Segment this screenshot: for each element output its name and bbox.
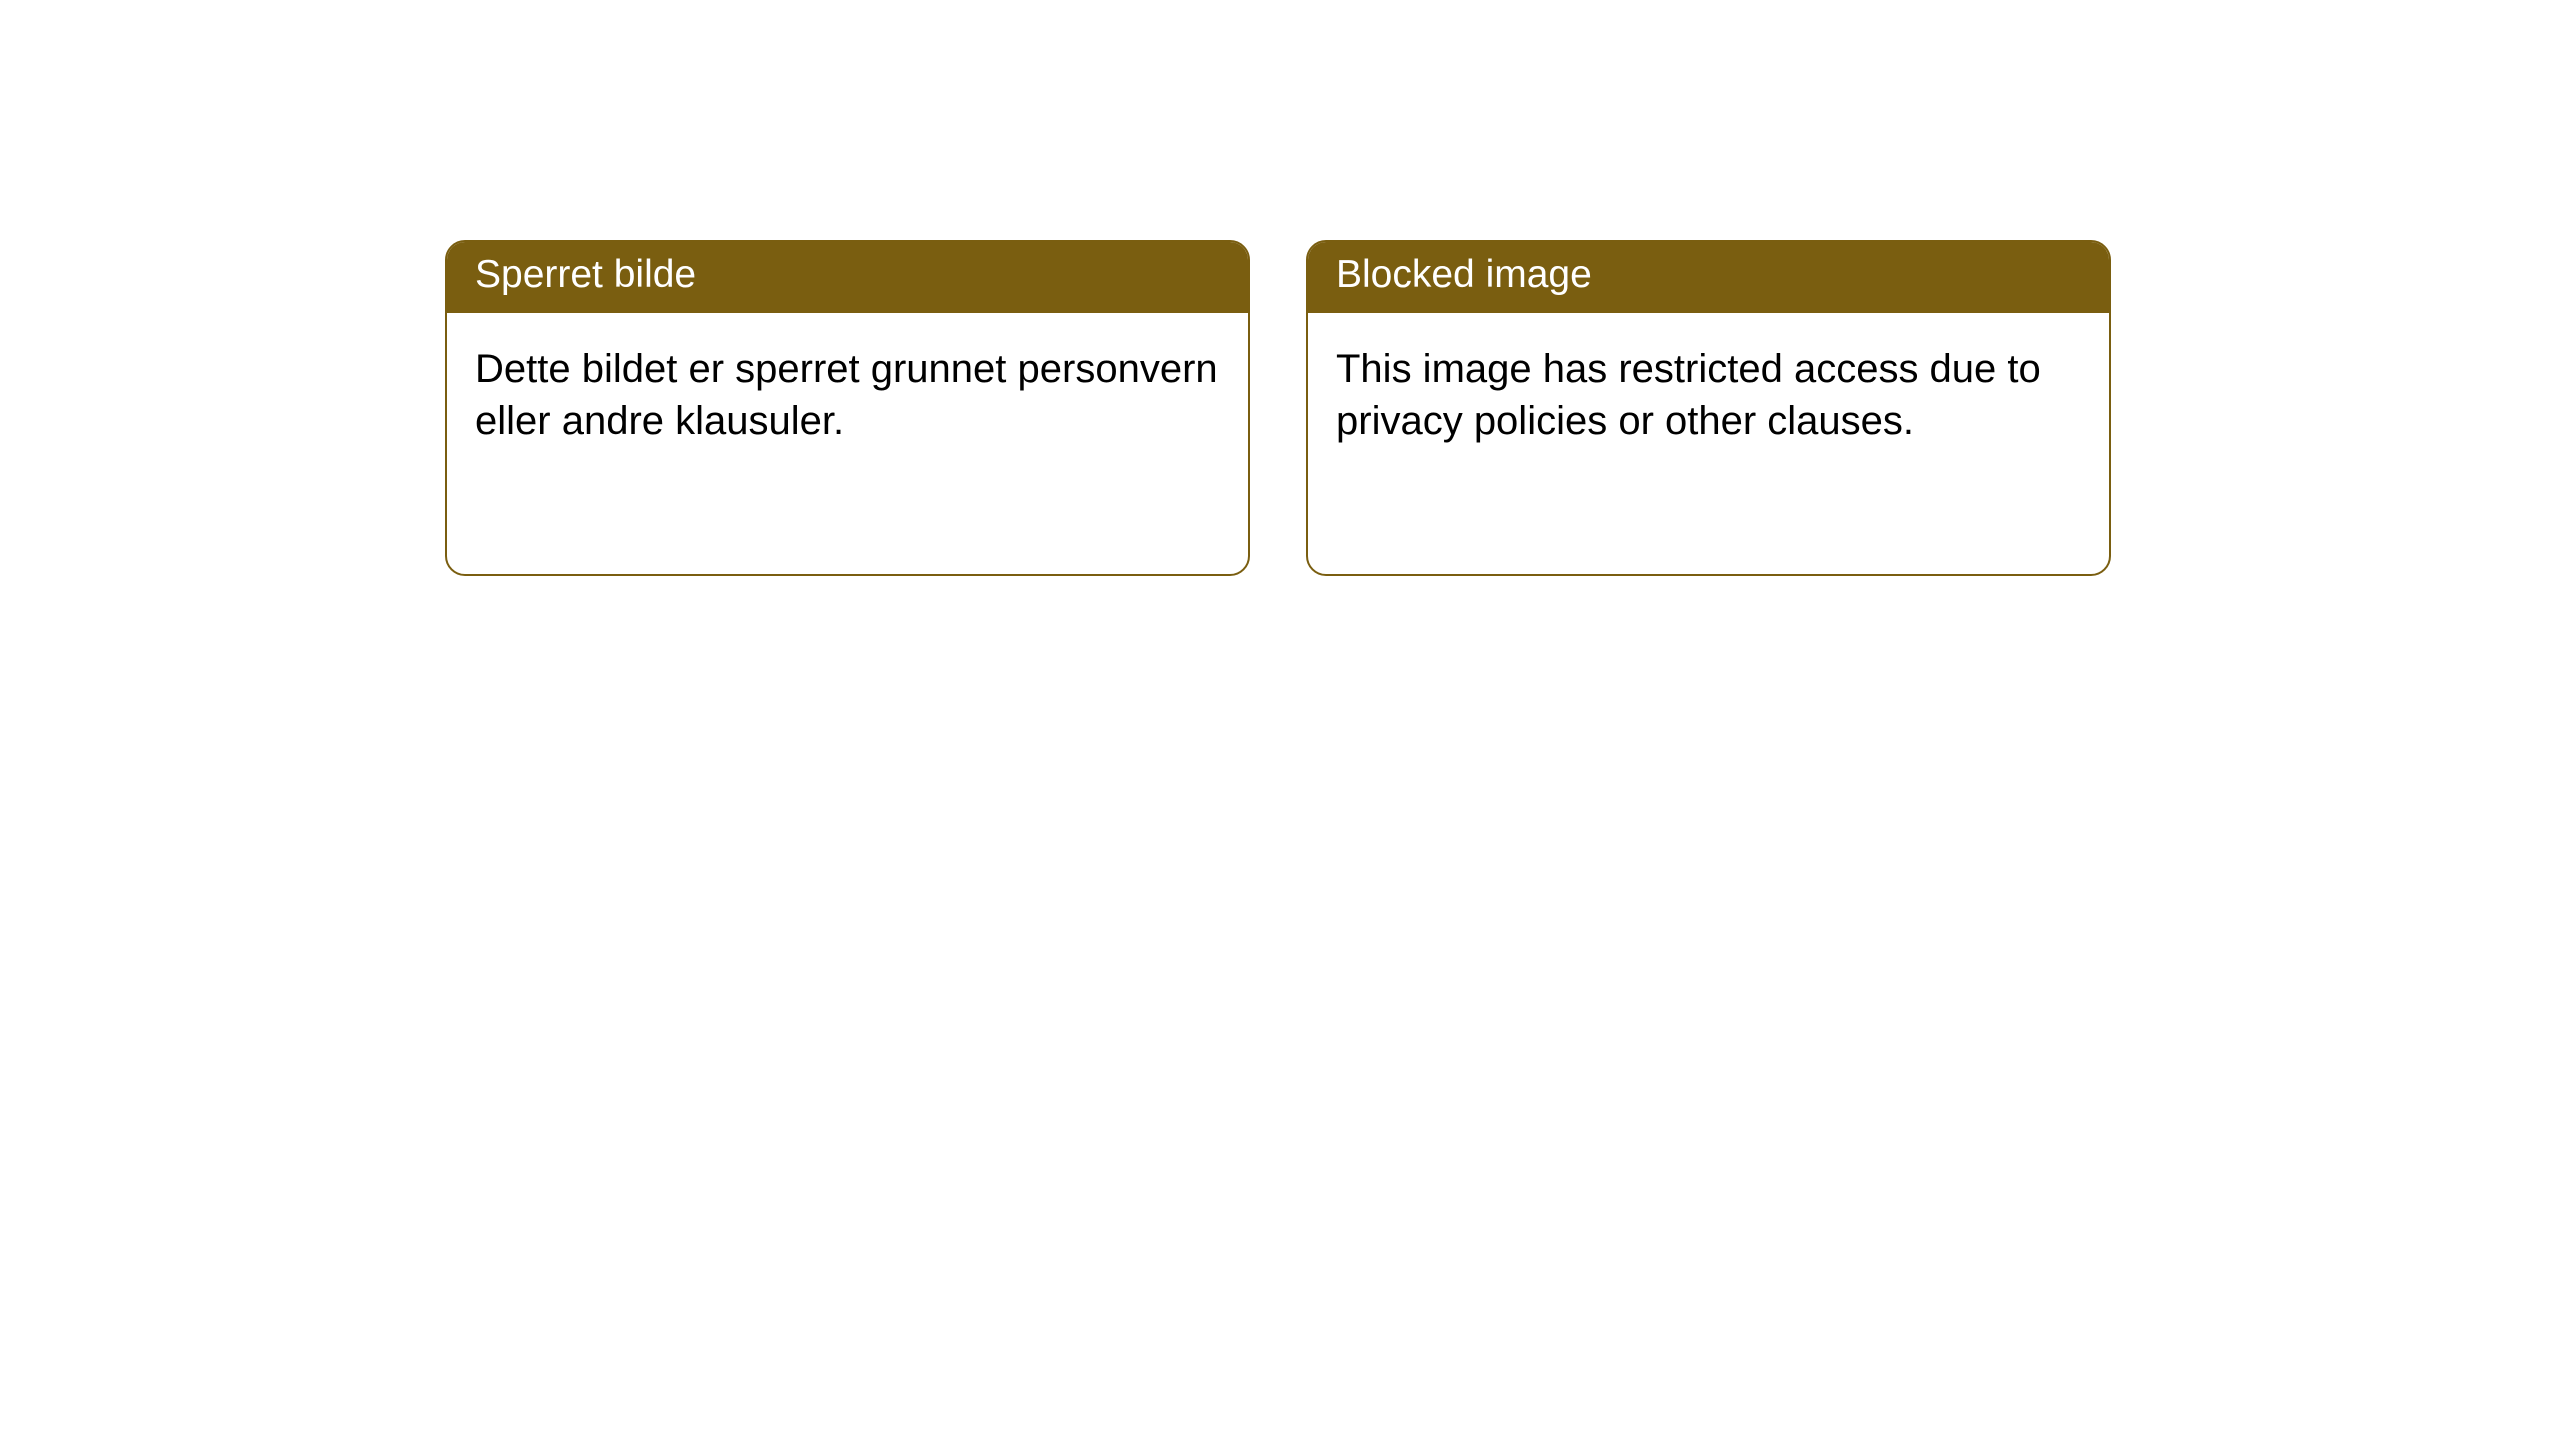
card-body: This image has restricted access due to …: [1308, 313, 2109, 477]
notice-cards-container: Sperret bilde Dette bildet er sperret gr…: [445, 240, 2111, 576]
card-header: Blocked image: [1308, 242, 2109, 313]
notice-card-norwegian: Sperret bilde Dette bildet er sperret gr…: [445, 240, 1250, 576]
card-title: Blocked image: [1336, 252, 2081, 299]
card-body: Dette bildet er sperret grunnet personve…: [447, 313, 1248, 477]
card-text: Dette bildet er sperret grunnet personve…: [475, 343, 1220, 447]
card-title: Sperret bilde: [475, 252, 1220, 299]
card-text: This image has restricted access due to …: [1336, 343, 2081, 447]
card-header: Sperret bilde: [447, 242, 1248, 313]
notice-card-english: Blocked image This image has restricted …: [1306, 240, 2111, 576]
